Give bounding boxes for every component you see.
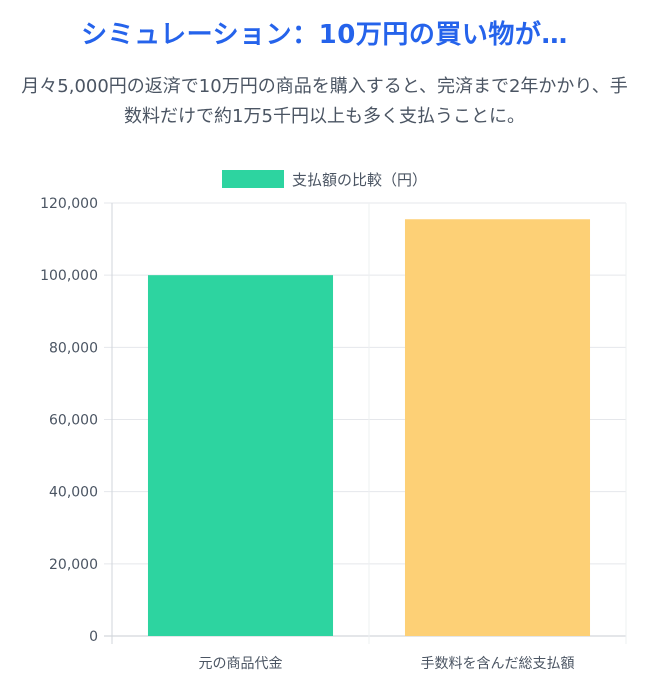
y-tick-label: 100,000 — [40, 268, 98, 284]
chart-title: シミュレーション：10万円の買い物が… — [81, 20, 568, 50]
y-tick-label: 120,000 — [40, 196, 98, 212]
legend-label: 支払額の比較（円） — [291, 170, 427, 189]
bar-2 — [404, 219, 591, 637]
bar-1 — [147, 275, 334, 636]
y-tick-label: 60,000 — [49, 413, 98, 429]
chart-subtitle: 月々5,000円の返済で10万円の商品を購入すると、完済まで2年かかり、手数料だ… — [21, 76, 628, 127]
y-tick-label: 0 — [89, 629, 98, 645]
y-tick-label: 80,000 — [49, 340, 98, 356]
legend-swatch — [221, 170, 284, 188]
x-tick-label: 手数料を含んだ総支払額 — [421, 656, 575, 672]
x-tick-label: 元の商品代金 — [199, 656, 283, 672]
y-tick-label: 20,000 — [49, 557, 98, 573]
y-tick-label: 40,000 — [49, 485, 98, 501]
legend[interactable]: 支払額の比較（円） — [0, 168, 649, 190]
